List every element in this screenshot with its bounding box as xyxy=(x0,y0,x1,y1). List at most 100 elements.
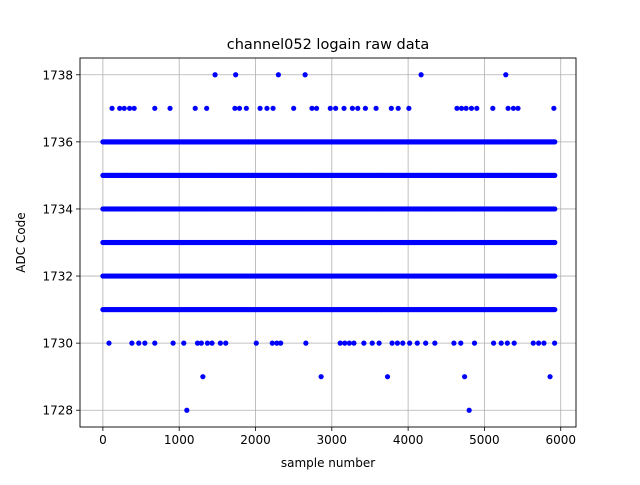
data-point xyxy=(303,340,309,346)
data-point xyxy=(407,340,413,346)
y-tick-label: 1730 xyxy=(42,337,73,351)
data-point xyxy=(129,340,135,346)
data-point xyxy=(194,340,201,346)
data-point xyxy=(341,105,347,111)
data-point xyxy=(232,105,238,111)
data-point xyxy=(373,105,379,111)
data-point xyxy=(302,72,308,78)
data-point xyxy=(204,105,210,111)
data-point xyxy=(461,374,468,380)
data-point xyxy=(376,340,382,346)
chart-title: channel052 logain raw data xyxy=(227,37,429,53)
data-point xyxy=(474,105,480,111)
data-point xyxy=(541,340,547,346)
data-point xyxy=(458,105,465,111)
data-point xyxy=(503,72,509,78)
data-point xyxy=(223,340,229,346)
data-point xyxy=(184,407,190,413)
data-point xyxy=(327,105,333,111)
data-point xyxy=(117,105,123,111)
x-tick-label: 3000 xyxy=(317,433,348,447)
data-point xyxy=(458,340,464,346)
x-tick-label: 2000 xyxy=(240,433,271,447)
data-point xyxy=(198,340,204,346)
data-point xyxy=(309,105,315,111)
data-point xyxy=(333,105,339,111)
y-tick-label: 1732 xyxy=(42,270,73,284)
data-point xyxy=(362,105,368,111)
x-tick-label: 6000 xyxy=(545,433,576,447)
data-point xyxy=(530,340,536,346)
data-point xyxy=(515,105,521,111)
y-tick-label: 1738 xyxy=(42,68,73,82)
data-point xyxy=(355,105,361,111)
data-point xyxy=(552,340,558,346)
data-point xyxy=(552,239,558,246)
x-tick-label: 1000 xyxy=(164,433,195,447)
data-point xyxy=(388,105,394,111)
data-point xyxy=(142,340,148,346)
data-point xyxy=(342,340,348,346)
data-point xyxy=(418,72,424,78)
data-point xyxy=(121,105,127,111)
y-tick-label: 1736 xyxy=(42,135,73,149)
data-point xyxy=(361,340,367,346)
data-point xyxy=(127,105,133,111)
data-point xyxy=(349,105,356,111)
data-point xyxy=(131,105,137,111)
data-point xyxy=(253,340,259,346)
data-point xyxy=(536,340,542,346)
data-point xyxy=(490,340,497,346)
data-point xyxy=(313,105,320,111)
x-tick-label: 4000 xyxy=(393,433,424,447)
data-point xyxy=(200,374,206,380)
data-point xyxy=(389,340,395,346)
data-point xyxy=(471,340,478,346)
data-point xyxy=(275,72,281,78)
data-point xyxy=(552,306,558,313)
data-point xyxy=(204,340,211,346)
data-point xyxy=(217,340,224,346)
plot-frame xyxy=(79,57,577,428)
data-point xyxy=(318,374,324,380)
data-point xyxy=(257,105,263,111)
data-point xyxy=(384,374,391,380)
data-point xyxy=(136,340,142,346)
data-point xyxy=(274,340,280,346)
x-axis-label: sample number xyxy=(281,456,375,470)
data-point xyxy=(233,72,239,78)
data-point xyxy=(552,206,558,212)
data-point xyxy=(152,105,158,111)
data-point xyxy=(106,340,112,346)
data-point xyxy=(369,340,375,346)
data-point xyxy=(423,340,429,346)
y-axis-label: ADC Code xyxy=(14,212,28,272)
data-point xyxy=(466,407,472,413)
data-point xyxy=(504,340,510,346)
data-point xyxy=(490,105,496,111)
x-tick-label: 5000 xyxy=(469,433,500,447)
data-point xyxy=(192,105,198,111)
data-point xyxy=(109,105,115,111)
data-point xyxy=(152,340,158,346)
data-point xyxy=(552,273,558,279)
data-point xyxy=(432,340,438,346)
data-point xyxy=(468,105,475,111)
data-point xyxy=(498,340,504,346)
data-point xyxy=(278,340,284,346)
data-point xyxy=(236,105,243,111)
data-point xyxy=(243,105,249,111)
data-point xyxy=(406,105,412,111)
data-point xyxy=(269,340,275,346)
data-point xyxy=(212,72,218,78)
x-tick-label: 0 xyxy=(99,433,107,447)
data-point xyxy=(510,105,517,111)
y-tick-label: 1734 xyxy=(42,202,73,216)
data-point xyxy=(170,340,176,346)
data-point xyxy=(551,105,557,111)
data-point xyxy=(451,340,457,346)
data-point xyxy=(547,374,553,380)
data-point xyxy=(414,340,420,346)
